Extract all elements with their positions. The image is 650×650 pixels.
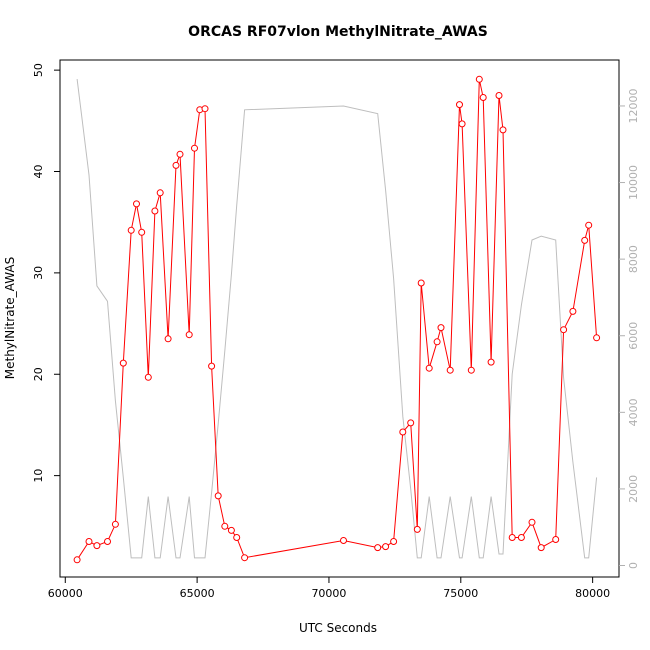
- data-point: [528, 518, 536, 526]
- y-tick-label: 10: [32, 469, 45, 483]
- series-line-right: [76, 79, 598, 559]
- data-point: [537, 544, 545, 552]
- y2-tick-label: 10000: [627, 165, 640, 200]
- y-axis-right: 0 2000 4000 6000 8000 10000 12000: [619, 88, 640, 569]
- data-point: [585, 221, 593, 229]
- data-point: [208, 362, 216, 370]
- data-point: [593, 334, 601, 342]
- chart-title: ORCAS RF07vlon MethylNitrate_AWAS: [188, 24, 488, 40]
- y-axis-left: 10 20 30 40 50: [32, 63, 60, 483]
- data-point: [201, 105, 209, 113]
- data-point: [111, 520, 119, 528]
- data-point: [433, 338, 441, 346]
- data-point: [456, 101, 463, 109]
- data-point: [417, 279, 425, 287]
- y2-tick-label: 0: [627, 562, 640, 569]
- data-point: [227, 526, 235, 534]
- y2-tick-label: 8000: [627, 245, 640, 273]
- y-axis-label: MethylNitrate_AWAS: [3, 257, 17, 379]
- y-tick-label: 50: [32, 63, 45, 77]
- data-point: [185, 331, 193, 339]
- data-point: [85, 538, 93, 545]
- y2-tick-label: 12000: [627, 88, 640, 123]
- data-point: [458, 120, 466, 128]
- data-point: [407, 419, 415, 427]
- data-point: [425, 364, 433, 372]
- x-axis: 60000 65000 70000 75000 80000: [48, 577, 610, 600]
- y-tick-label: 40: [32, 165, 45, 179]
- y2-tick-label: 4000: [627, 398, 640, 426]
- data-point: [560, 326, 568, 334]
- data-point: [233, 534, 241, 541]
- y2-tick-label: 6000: [627, 322, 640, 350]
- data-point: [127, 226, 135, 234]
- x-tick-label: 65000: [180, 587, 215, 600]
- data-point: [399, 428, 407, 436]
- data-point: [552, 536, 560, 543]
- x-tick-label: 80000: [575, 587, 610, 600]
- data-point: [479, 94, 487, 101]
- x-tick-label: 60000: [48, 587, 83, 600]
- y-tick-label: 30: [32, 266, 45, 280]
- data-point: [241, 554, 249, 562]
- data-point: [475, 75, 483, 83]
- data-point: [413, 525, 421, 533]
- data-point: [340, 537, 347, 544]
- x-tick-label: 75000: [443, 587, 478, 600]
- data-point: [138, 228, 146, 236]
- series-layer: [73, 75, 601, 564]
- y-tick-label: 20: [32, 367, 45, 381]
- data-point: [487, 358, 495, 366]
- data-point: [390, 538, 398, 545]
- data-point: [382, 543, 390, 551]
- data-point: [581, 236, 589, 244]
- data-point: [156, 189, 164, 197]
- data-point: [144, 373, 152, 381]
- y2-tick-label: 2000: [627, 475, 640, 503]
- data-point: [467, 366, 475, 374]
- data-point: [214, 492, 222, 500]
- data-point: [499, 126, 507, 134]
- plot-frame: [59, 59, 620, 578]
- data-point: [93, 542, 101, 550]
- data-point: [446, 366, 454, 374]
- series-line-left: [76, 79, 598, 561]
- data-point: [172, 161, 180, 169]
- data-point: [221, 522, 229, 530]
- data-point: [133, 200, 140, 208]
- data-point: [437, 324, 445, 332]
- data-point: [73, 556, 81, 564]
- data-point: [151, 207, 159, 215]
- data-point: [119, 359, 127, 367]
- data-point: [176, 150, 184, 158]
- data-point: [569, 307, 577, 315]
- x-axis-label: UTC Seconds: [299, 621, 377, 635]
- data-point: [164, 335, 172, 343]
- data-point: [191, 144, 198, 152]
- x-tick-label: 70000: [311, 587, 346, 600]
- data-point: [104, 538, 111, 545]
- data-point: [517, 534, 525, 541]
- data-point: [508, 534, 516, 541]
- data-point: [374, 544, 382, 552]
- data-point: [495, 92, 503, 99]
